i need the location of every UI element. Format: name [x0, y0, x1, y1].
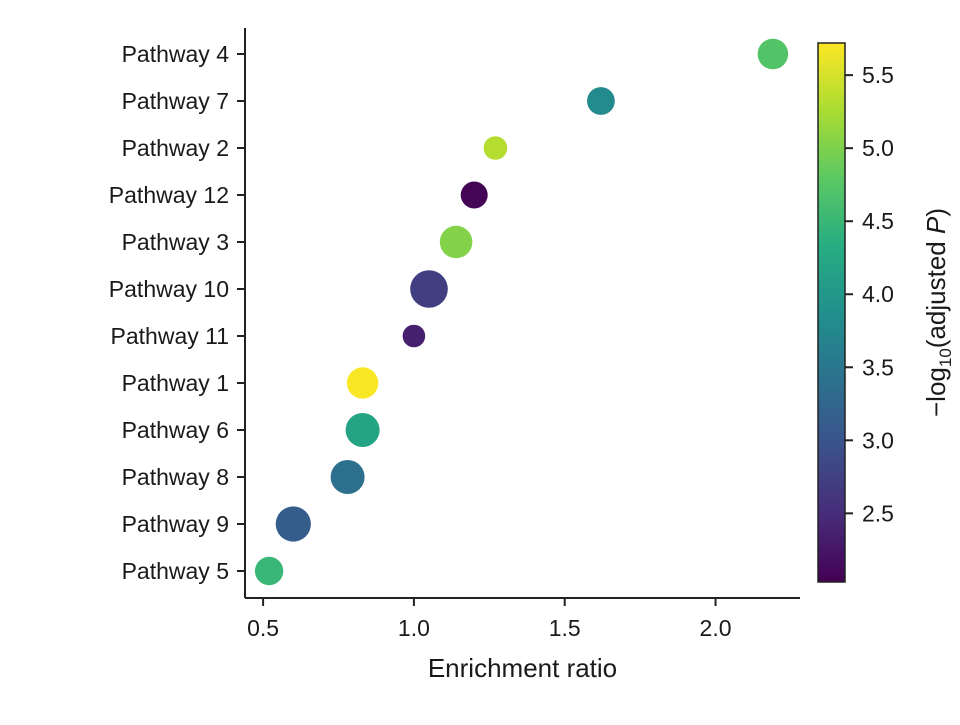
y-tick-label: Pathway 12 [109, 182, 229, 208]
y-tick-label: Pathway 3 [122, 229, 229, 255]
colorbar-label-part: 10 [936, 348, 955, 367]
colorbar-tick-label: 3.5 [862, 354, 894, 380]
data-point [483, 136, 508, 160]
x-axis-title: Enrichment ratio [428, 653, 617, 683]
y-tick-label: Pathway 2 [122, 135, 229, 161]
data-point [439, 225, 473, 259]
data-point [330, 460, 365, 494]
y-tick-label: Pathway 4 [122, 41, 230, 67]
colorbar: 2.5 3.0 3.5 4.0 4.5 5.0 5.5 −log10(adjusted P) [817, 42, 955, 583]
data-point [275, 506, 311, 542]
y-tick-label: Pathway 5 [122, 558, 229, 584]
colorbar-tick-label: 2.5 [862, 500, 894, 526]
axes-layer: Pathway 4 Pathway 7 Pathway 2 Pathway 12 Pat… [109, 28, 800, 683]
colorbar-tick-label: 5.5 [862, 62, 894, 88]
data-point [402, 324, 426, 348]
data-point [460, 181, 488, 209]
y-tick-label: Pathway 10 [109, 276, 229, 302]
y-tick-label: Pathway 7 [122, 88, 229, 114]
y-tick-label: Pathway 9 [122, 511, 229, 537]
y-tick-label: Pathway 8 [122, 464, 229, 490]
x-tick-label: 0.5 [247, 615, 279, 641]
colorbar-tick-label: 4.0 [862, 281, 894, 307]
colorbar-label-part: −log [921, 367, 951, 417]
colorbar-label: −log10(adjusted P) [921, 208, 955, 417]
data-point [254, 556, 284, 586]
colorbar-tick-label: 3.0 [862, 427, 894, 453]
x-tick-label: 1.5 [549, 615, 581, 641]
colorbar-tick-label: 4.5 [862, 208, 894, 234]
x-tick-label: 1.0 [398, 615, 430, 641]
colorbar-label-part: P [921, 216, 951, 234]
colorbar-tick-label: 5.0 [862, 135, 894, 161]
colorbar-label-part: (adjusted [921, 234, 951, 348]
y-tick-label: Pathway 1 [122, 370, 229, 396]
points-layer [254, 38, 789, 586]
data-point [346, 367, 379, 399]
colorbar-gradient [817, 42, 846, 583]
data-point [345, 413, 380, 447]
y-tick-label: Pathway 11 [111, 323, 229, 349]
x-tick-label: 2.0 [700, 615, 732, 641]
colorbar-label-part: ) [921, 208, 951, 217]
data-point [587, 87, 615, 115]
data-point [757, 38, 789, 70]
y-tick-label: Pathway 6 [122, 417, 229, 443]
data-point [410, 270, 448, 308]
